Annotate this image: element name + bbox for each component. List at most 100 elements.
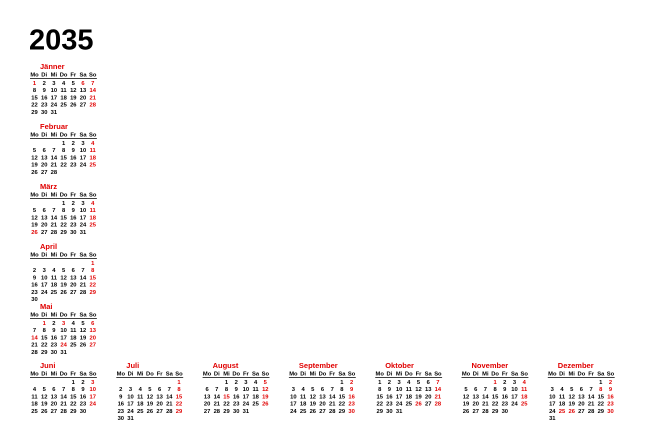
- weekday-label: Fr: [588, 372, 595, 378]
- day-number: 23: [118, 409, 125, 415]
- day-number: 7: [331, 387, 334, 393]
- day-number: 25: [31, 409, 38, 415]
- day-number: 22: [89, 283, 95, 289]
- day-number: 5: [72, 81, 76, 87]
- day-number: 15: [70, 394, 77, 400]
- day-number: 7: [52, 208, 55, 214]
- day-number: 9: [43, 88, 47, 94]
- weekday-label: So: [89, 253, 97, 259]
- day-number: 9: [119, 394, 123, 400]
- day-number: 8: [378, 387, 382, 393]
- day-number: 8: [43, 328, 47, 334]
- day-number: 5: [33, 148, 37, 154]
- day-number: 23: [41, 103, 48, 109]
- day-number: 17: [80, 215, 86, 221]
- day-number: 8: [599, 387, 603, 393]
- day-number: 16: [607, 394, 614, 400]
- day-number: 4: [72, 321, 76, 327]
- day-number: 6: [205, 387, 209, 393]
- day-number: 27: [319, 409, 325, 415]
- day-number: 13: [425, 387, 432, 393]
- day-number: 26: [568, 409, 575, 415]
- day-number: 8: [33, 88, 37, 94]
- day-number: 16: [118, 402, 125, 408]
- day-number: 29: [598, 409, 605, 415]
- day-number: 2: [503, 380, 506, 386]
- day-number: 16: [51, 335, 58, 341]
- day-number: 7: [33, 328, 36, 334]
- weekday-label: Do: [60, 133, 68, 139]
- day-number: 20: [41, 163, 47, 169]
- day-number: 19: [310, 402, 317, 408]
- day-number: 12: [310, 394, 316, 400]
- day-number: 11: [559, 394, 566, 400]
- day-number: 19: [415, 394, 422, 400]
- day-number: 10: [396, 387, 402, 393]
- month-name: April: [40, 242, 57, 251]
- day-number: 2: [388, 380, 391, 386]
- day-number: 1: [599, 380, 603, 386]
- day-number: 20: [80, 95, 86, 101]
- day-number: 25: [300, 409, 307, 415]
- day-number: 22: [598, 402, 604, 408]
- day-number: 8: [177, 387, 181, 393]
- day-number: 23: [233, 402, 240, 408]
- month-name: August: [213, 361, 239, 370]
- day-number: 1: [72, 380, 76, 386]
- day-number: 17: [127, 402, 133, 408]
- weekday-label: Sa: [252, 372, 260, 378]
- weekday-label: So: [89, 372, 97, 378]
- day-number: 2: [52, 321, 55, 327]
- day-number: 18: [89, 155, 96, 161]
- day-number: 14: [166, 394, 173, 400]
- day-number: 28: [80, 290, 87, 296]
- day-number: 20: [319, 402, 325, 408]
- weekday-label: Mo: [30, 193, 39, 199]
- day-number: 11: [70, 328, 77, 334]
- day-number: 16: [80, 394, 87, 400]
- day-number: 31: [127, 416, 134, 422]
- day-number: 5: [62, 268, 66, 274]
- day-number: 1: [225, 380, 229, 386]
- day-number: 11: [90, 148, 97, 154]
- day-number: 11: [253, 387, 260, 393]
- day-number: 5: [264, 380, 268, 386]
- month-name: September: [299, 361, 338, 370]
- day-number: 23: [348, 402, 355, 408]
- day-number: 28: [51, 230, 58, 236]
- day-number: 13: [156, 394, 163, 400]
- day-number: 15: [60, 215, 67, 221]
- weekday-label: Sa: [79, 193, 87, 199]
- day-number: 24: [511, 402, 518, 408]
- day-number: 4: [139, 387, 143, 393]
- day-number: 5: [570, 387, 574, 393]
- day-number: 1: [91, 261, 95, 267]
- weekday-label: Fr: [329, 372, 336, 378]
- day-number: 26: [262, 402, 269, 408]
- day-number: 31: [243, 409, 250, 415]
- day-number: 30: [41, 110, 47, 116]
- day-number: 19: [147, 402, 154, 408]
- day-number: 26: [415, 402, 422, 408]
- day-number: 26: [147, 409, 154, 415]
- day-number: 14: [435, 387, 442, 393]
- day-number: 18: [51, 283, 58, 289]
- weekday-label: Sa: [597, 372, 605, 378]
- day-number: 12: [31, 155, 37, 161]
- day-number: 15: [492, 394, 499, 400]
- year-title: 2035: [29, 25, 94, 57]
- weekday-label: Mi: [137, 372, 144, 378]
- weekday-label: Fr: [70, 372, 77, 378]
- weekday-label: Mo: [203, 372, 212, 378]
- weekday-label: Sa: [166, 372, 174, 378]
- weekday-label: Sa: [338, 372, 346, 378]
- day-number: 10: [127, 394, 133, 400]
- day-number: 4: [560, 387, 564, 393]
- day-number: 6: [52, 387, 56, 393]
- day-number: 16: [41, 95, 48, 101]
- weekday-label: So: [89, 313, 97, 319]
- day-number: 29: [60, 230, 67, 236]
- day-number: 9: [503, 387, 507, 393]
- day-number: 31: [60, 350, 67, 356]
- day-number: 27: [472, 409, 478, 415]
